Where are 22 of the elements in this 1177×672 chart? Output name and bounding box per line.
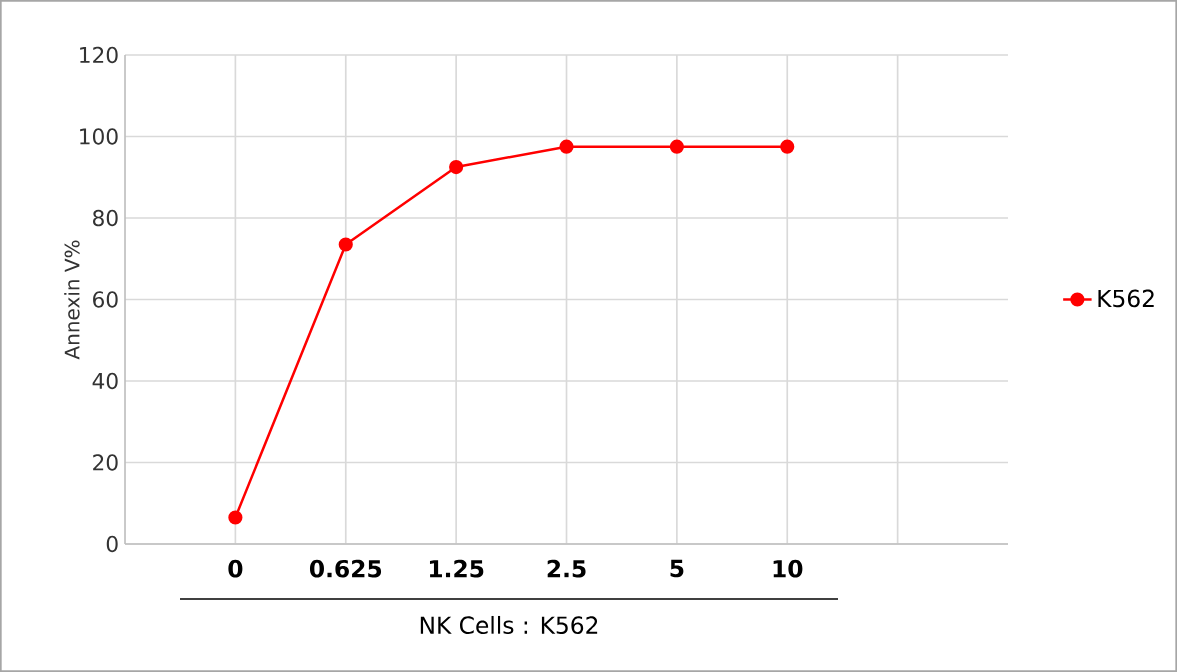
y-tick-label: 0 xyxy=(106,535,118,553)
point xyxy=(559,139,574,154)
y-tick-label: 100 xyxy=(80,128,118,145)
y-tick-label: 20 xyxy=(93,454,118,471)
y-tick-label: 120 xyxy=(80,46,118,64)
legend-label: K562 xyxy=(1098,289,1154,308)
point xyxy=(449,159,464,175)
x-tick-label: 0 xyxy=(228,559,243,578)
point xyxy=(669,139,684,154)
y-tick-label: 80 xyxy=(93,209,118,227)
point xyxy=(228,510,243,525)
point xyxy=(338,237,353,252)
y-axis-title: Annexin V% xyxy=(64,240,80,360)
y-tick-label: 40 xyxy=(92,372,118,390)
y-tick-label: 60 xyxy=(93,291,118,308)
x-axis-title: NK Cells : K562 xyxy=(420,615,598,635)
x-tick-label: 10 xyxy=(773,559,803,578)
x-tick-label: 5 xyxy=(670,559,684,578)
x-tick-label: 1.25 xyxy=(429,559,484,578)
x-tick-label: 0.625 xyxy=(309,559,382,578)
x-tick-label: 2.5 xyxy=(547,559,586,578)
point xyxy=(780,139,795,154)
